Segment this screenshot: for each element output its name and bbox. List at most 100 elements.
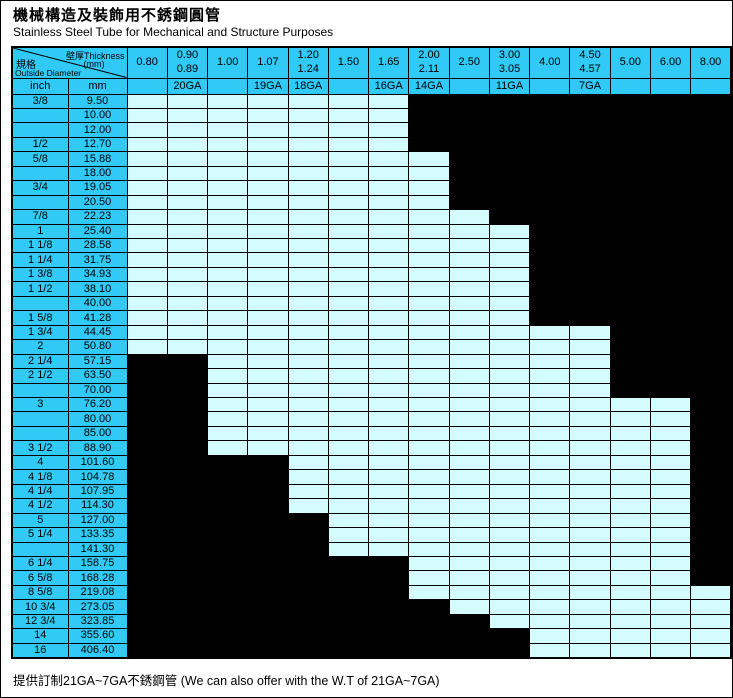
unavailable-cell bbox=[649, 324, 692, 341]
available-cell bbox=[649, 628, 692, 644]
available-cell bbox=[368, 310, 410, 326]
available-cell bbox=[609, 541, 651, 558]
unavailable-cell bbox=[207, 570, 249, 586]
available-cell bbox=[569, 541, 611, 558]
available-cell bbox=[327, 440, 370, 456]
size-mm-cell: 34.93 bbox=[67, 266, 128, 283]
thickness-header-cell: 4.50 4.57 bbox=[569, 46, 611, 79]
size-row: 141.30 bbox=[11, 541, 732, 558]
size-mm-cell: 12.00 bbox=[67, 122, 128, 138]
available-cell bbox=[287, 252, 329, 268]
available-cell bbox=[287, 136, 329, 153]
unavailable-cell bbox=[126, 555, 168, 572]
unavailable-cell bbox=[448, 122, 490, 138]
available-cell bbox=[569, 498, 611, 514]
unavailable-cell bbox=[488, 180, 531, 196]
size-mm-cell: 80.00 bbox=[67, 411, 128, 427]
unavailable-cell bbox=[569, 180, 611, 196]
available-cell bbox=[408, 483, 450, 500]
available-cell bbox=[408, 209, 450, 225]
available-cell bbox=[327, 266, 370, 283]
available-cell bbox=[166, 122, 209, 138]
available-cell bbox=[207, 353, 249, 370]
unavailable-cell bbox=[690, 454, 732, 471]
unavailable-cell bbox=[649, 281, 692, 297]
size-inch-cell bbox=[11, 425, 69, 442]
available-cell bbox=[609, 396, 651, 413]
thickness-value: 8.00 bbox=[699, 55, 722, 68]
unavailable-cell bbox=[207, 628, 249, 644]
available-cell bbox=[207, 194, 249, 211]
available-cell bbox=[448, 281, 490, 297]
available-cell bbox=[569, 584, 611, 601]
table-header: 壁厚Thickness (mm) 規格 Outside Diameter 0.8… bbox=[11, 46, 732, 95]
available-cell bbox=[569, 483, 611, 500]
unavailable-cell bbox=[529, 107, 571, 124]
unavailable-cell bbox=[207, 642, 249, 659]
available-cell bbox=[609, 527, 651, 543]
size-row: 2 50.80 bbox=[11, 339, 732, 355]
unavailable-cell bbox=[448, 136, 490, 153]
available-cell bbox=[408, 527, 450, 543]
available-cell bbox=[368, 368, 410, 384]
available-cell bbox=[327, 93, 370, 109]
available-cell bbox=[448, 238, 490, 254]
thickness-value: 4.57 bbox=[579, 62, 601, 75]
corner-size-sublabel: Outside Diameter bbox=[15, 67, 82, 78]
unavailable-cell bbox=[408, 642, 450, 659]
size-inch-cell: 1 1/8 bbox=[11, 238, 69, 254]
size-row: 8 5/8 219.08 bbox=[11, 584, 732, 601]
unavailable-cell bbox=[569, 209, 611, 225]
available-cell bbox=[247, 353, 289, 370]
available-cell bbox=[207, 396, 249, 413]
unavailable-cell bbox=[126, 425, 168, 442]
size-row: 3/8 9.50 bbox=[11, 93, 732, 109]
size-row: 10.00 bbox=[11, 107, 732, 124]
unavailable-cell bbox=[529, 122, 571, 138]
thickness-value: 1.20 bbox=[297, 49, 319, 61]
size-inch-cell: 4 1/8 bbox=[11, 469, 69, 485]
available-cell bbox=[609, 584, 651, 601]
unavailable-cell bbox=[609, 295, 651, 312]
unavailable-cell bbox=[207, 541, 249, 558]
available-cell bbox=[327, 281, 370, 297]
unavailable-cell bbox=[247, 642, 289, 659]
unavailable-cell bbox=[529, 165, 571, 182]
available-cell bbox=[448, 223, 490, 240]
unavailable-cell bbox=[609, 209, 651, 225]
available-cell bbox=[368, 194, 410, 211]
available-cell bbox=[488, 382, 531, 399]
thickness-header-cell: 5.00 bbox=[609, 46, 651, 79]
available-cell bbox=[488, 570, 531, 586]
unavailable-cell bbox=[529, 295, 571, 312]
thickness-header-cell: 2.00 2.11 bbox=[408, 46, 450, 79]
size-row: 10 3/4 273.05 bbox=[11, 599, 732, 615]
available-cell bbox=[287, 310, 329, 326]
gauge-header-cell-empty bbox=[690, 77, 732, 95]
available-cell bbox=[649, 541, 692, 558]
available-cell bbox=[529, 353, 571, 370]
unavailable-cell bbox=[649, 252, 692, 268]
available-cell bbox=[408, 151, 450, 167]
size-row: 1 3/8 34.93 bbox=[11, 266, 732, 283]
available-cell bbox=[488, 469, 531, 485]
unavailable-cell bbox=[690, 266, 732, 283]
available-cell bbox=[247, 295, 289, 312]
unavailable-cell bbox=[126, 411, 168, 427]
thickness-value: 0.80 bbox=[136, 55, 158, 68]
size-inch-cell: 5 bbox=[11, 512, 69, 529]
size-inch-cell: 2 1/4 bbox=[11, 353, 69, 370]
unavailable-cell bbox=[126, 613, 168, 630]
unavailable-cell bbox=[690, 93, 732, 109]
available-cell bbox=[368, 382, 410, 399]
size-mm-cell: 20.50 bbox=[67, 194, 128, 211]
available-cell bbox=[327, 223, 370, 240]
unavailable-cell bbox=[690, 122, 732, 138]
available-cell bbox=[287, 368, 329, 384]
unavailable-cell bbox=[649, 180, 692, 196]
available-cell bbox=[368, 396, 410, 413]
available-cell bbox=[287, 483, 329, 500]
available-cell bbox=[247, 425, 289, 442]
page-subtitle: Stainless Steel Tube for Mechanical and … bbox=[13, 25, 334, 39]
thickness-header-cell: 0.80 bbox=[126, 46, 168, 79]
